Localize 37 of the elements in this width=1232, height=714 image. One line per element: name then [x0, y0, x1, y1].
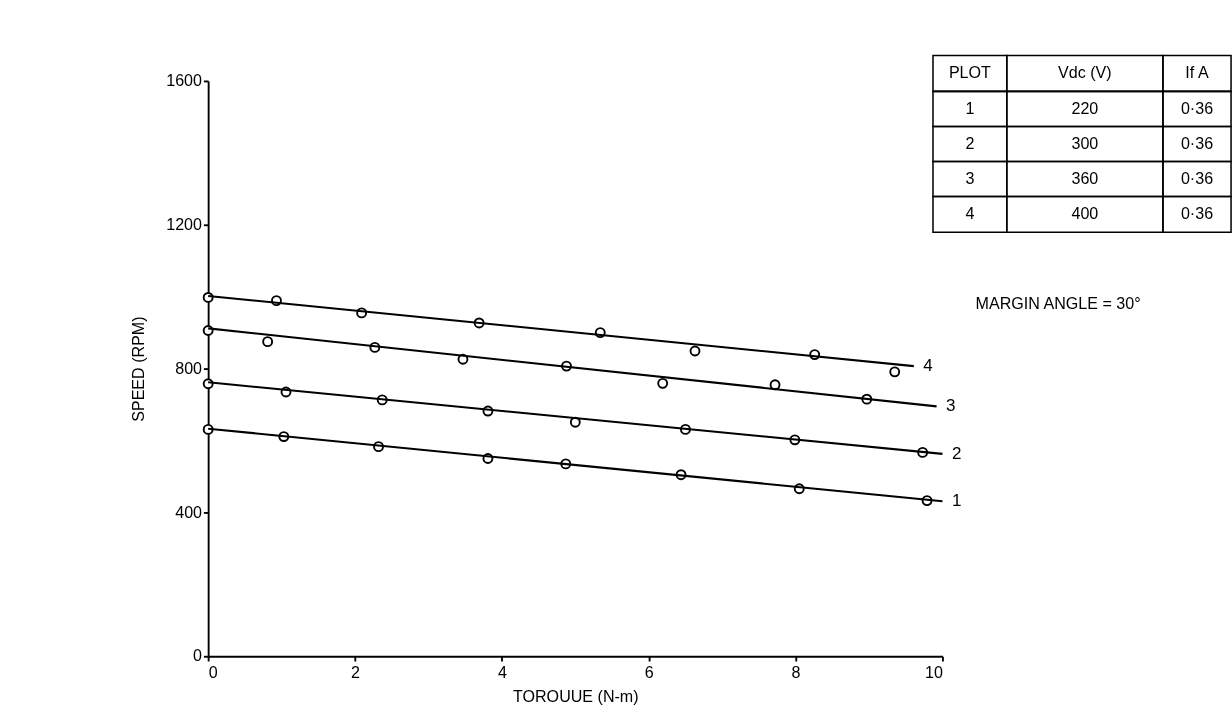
text: 0·36 — [1180, 168, 1214, 187]
legend-label: 1 — [965, 98, 975, 117]
text: MARGIN ANGLE = 30° — [975, 294, 1141, 313]
x-tick-label: 2 — [351, 662, 361, 681]
text: 300 — [1071, 133, 1099, 152]
point — [262, 336, 274, 348]
text: 1 — [951, 491, 962, 511]
x-tick-label: 6 — [644, 662, 654, 681]
y-tick-label: 1200 — [166, 215, 203, 233]
text: 0·36 — [1180, 204, 1214, 223]
y-tick-label: 400 — [175, 502, 203, 521]
x-tick-label: 0 — [208, 662, 218, 681]
point — [689, 345, 701, 357]
text: 400 — [1071, 204, 1099, 223]
text: Vdc (V) — [1058, 63, 1112, 82]
text: 2 — [951, 443, 962, 463]
y-axis-title: SPEED (RPM) — [128, 316, 147, 422]
x-tick-label: 10 — [925, 662, 943, 681]
annotation: 4 — [923, 355, 933, 375]
x-tick-label: 4 — [497, 662, 507, 681]
text: PLOT — [948, 63, 992, 82]
x-tick-label: 8 — [791, 662, 801, 681]
text: 220 — [1071, 98, 1099, 117]
text: If A — [1185, 63, 1209, 82]
y-tick-label: 0 — [193, 646, 203, 665]
legend-label: 2 — [965, 133, 975, 152]
legend-label: 4 — [965, 204, 975, 223]
text: 3 — [946, 396, 956, 416]
text: 360 — [1071, 168, 1099, 187]
y-tick-label: 1600 — [166, 71, 203, 90]
point — [889, 366, 901, 378]
y-tick-label: 800 — [175, 358, 203, 377]
text: 0·36 — [1180, 133, 1214, 152]
legend-label: 3 — [965, 168, 975, 187]
text: 0·36 — [1180, 98, 1214, 117]
x-axis-title: TOROUUE (N-m) — [512, 687, 639, 706]
point — [657, 377, 669, 389]
